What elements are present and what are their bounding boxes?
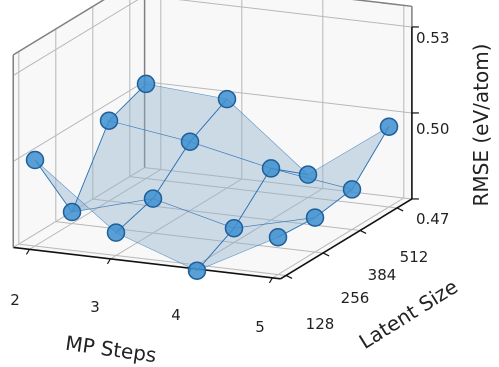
grid-line <box>144 167 412 200</box>
x-tick-mark <box>25 249 30 255</box>
y-tick-mark <box>359 229 367 234</box>
data-point <box>99 111 119 130</box>
y-axis-line <box>280 198 413 280</box>
y-tick-mark <box>322 252 330 257</box>
data-point <box>261 159 281 178</box>
grid-line <box>12 0 139 76</box>
x-tick-label: 3 <box>90 298 100 316</box>
series-line <box>277 126 390 238</box>
series-line <box>196 167 309 271</box>
z-tick-label: 0.53 <box>416 29 449 47</box>
grid-line <box>144 81 412 114</box>
pane-edge <box>12 0 105 56</box>
data-point <box>25 150 45 170</box>
y-tick-label: 256 <box>341 289 370 307</box>
x-axis-line <box>13 246 281 280</box>
grid-line <box>29 169 162 250</box>
data-point <box>379 117 399 136</box>
side-pane <box>13 0 145 248</box>
grid-line <box>18 243 287 276</box>
x-tick-label: 5 <box>255 318 265 336</box>
data-point <box>136 74 156 94</box>
data-point <box>224 218 244 238</box>
y-tick-mark <box>285 274 293 279</box>
series-lines <box>34 83 390 271</box>
series-line <box>115 98 228 233</box>
z-tick-label: 0.47 <box>416 210 449 228</box>
x-tick-label: 4 <box>171 306 181 324</box>
y-tick-label: 512 <box>400 248 429 266</box>
data-markers <box>25 74 399 280</box>
y-tick-label: 384 <box>368 266 397 284</box>
grid-line <box>129 176 398 209</box>
x-tick-mark <box>268 277 273 284</box>
y-tick-mark <box>396 207 404 212</box>
x-tick-mark <box>106 258 111 265</box>
y-tick-label: 128 <box>306 315 335 333</box>
data-point <box>217 89 237 109</box>
grid-line <box>177 0 412 28</box>
grid-line <box>12 81 145 162</box>
x-axis-label: MP Steps <box>64 331 158 367</box>
data-point <box>180 132 200 151</box>
data-point <box>106 223 126 242</box>
data-point <box>268 227 288 247</box>
grid-line <box>191 188 324 269</box>
z-axis-label: RMSE (eV/atom) <box>469 44 493 207</box>
data-point <box>305 208 325 227</box>
grid-line <box>272 197 405 279</box>
back-pane <box>144 0 412 199</box>
x-tick-label: 2 <box>10 291 20 309</box>
series-line <box>34 83 147 213</box>
grid-lines <box>12 0 412 279</box>
axis-lines <box>12 0 419 284</box>
data-point <box>342 180 362 199</box>
data-point <box>62 202 82 222</box>
grid-line <box>55 221 324 254</box>
data-point <box>143 189 163 208</box>
pane-edge <box>351 0 412 8</box>
grid-line <box>110 178 243 260</box>
data-point <box>298 165 318 184</box>
y-axis-label: Latent Size <box>355 274 462 353</box>
data-point <box>187 261 207 280</box>
z-tick-label: 0.50 <box>416 120 449 138</box>
